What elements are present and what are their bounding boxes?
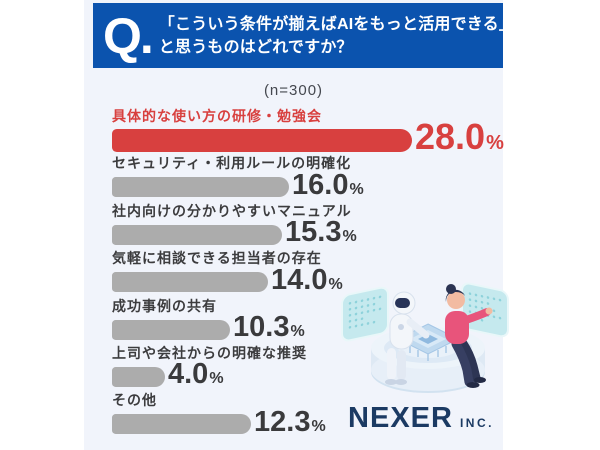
bar bbox=[112, 177, 289, 198]
brand-logo: NEXER INC. bbox=[346, 402, 496, 435]
robot-icon bbox=[385, 291, 430, 385]
bar-line: 15.3% bbox=[112, 216, 492, 249]
chart-row: その他 12.3% bbox=[112, 391, 492, 438]
chart-row: 成功事例の共有 10.3% bbox=[112, 297, 492, 344]
brand-name: NEXER bbox=[348, 402, 453, 434]
bar-line: 16.0% bbox=[112, 168, 492, 201]
bar bbox=[112, 366, 165, 387]
chart-row: セキュリティ・利用ルールの明確化 16.0% bbox=[112, 154, 492, 201]
bar-line: 28.0% bbox=[112, 119, 504, 155]
question-banner: Q. 「こういう条件が揃えばAIをもっと活用できる」 と思うものはどれですか？ bbox=[93, 3, 515, 68]
category-label: 気軽に相談できる担当者の存在 bbox=[112, 250, 322, 267]
value-label: 4.0% bbox=[168, 358, 224, 391]
q-mark: Q. bbox=[103, 7, 154, 64]
category-label: 社内向けの分かりやすいマニュアル bbox=[112, 202, 352, 219]
value-label: 14.0% bbox=[271, 263, 343, 296]
bar bbox=[112, 319, 230, 340]
bar bbox=[112, 224, 282, 245]
survey-card: Q. 「こういう条件が揃えばAIをもっと活用できる」 と思うものはどれですか？ … bbox=[84, 0, 515, 450]
category-label: セキュリティ・利用ルールの明確化 bbox=[112, 155, 352, 172]
category-label: 上司や会社からの明確な推奨 bbox=[112, 344, 307, 361]
sample-size: (n=300) bbox=[263, 82, 324, 99]
value-label: 28.0% bbox=[415, 116, 504, 157]
brand-suffix: INC. bbox=[459, 416, 494, 430]
category-label: その他 bbox=[112, 392, 157, 409]
question-line-1: 「こういう条件が揃えばAIをもっと活用できる」 bbox=[158, 15, 516, 33]
value-label: 16.0% bbox=[292, 168, 364, 201]
value-label: 10.3% bbox=[233, 311, 305, 344]
category-label: 具体的な使い方の研修・勉強会 bbox=[112, 108, 322, 124]
value-label: 12.3% bbox=[254, 405, 326, 438]
bar bbox=[112, 272, 268, 293]
ai-robot-and-person-illustration bbox=[341, 282, 509, 393]
question-line-2: と思うものはどれですか？ bbox=[158, 38, 353, 56]
chart-row: 具体的な使い方の研修・勉強会 28.0% bbox=[112, 107, 504, 155]
person-icon bbox=[445, 284, 493, 388]
bar bbox=[112, 414, 251, 435]
chart-row: 気軽に相談できる担当者の存在 14.0% bbox=[112, 249, 492, 296]
bar-line: 14.0% bbox=[112, 263, 492, 296]
category-label: 成功事例の共有 bbox=[112, 297, 217, 314]
left-screen-icon bbox=[341, 286, 389, 342]
bar bbox=[112, 128, 412, 152]
bar-line: 12.3% bbox=[112, 405, 492, 438]
value-label: 15.3% bbox=[285, 216, 357, 249]
bar-chart: 具体的な使い方の研修・勉強会 28.0% セキュリティ・利用ルールの明確化 16… bbox=[112, 107, 504, 439]
bar-line: 10.3% bbox=[112, 311, 492, 344]
question-text: 「こういう条件が揃えばAIをもっと活用できる」 と思うものはどれですか？ bbox=[159, 13, 515, 59]
bar-line: 4.0% bbox=[112, 358, 492, 391]
chart-row: 上司や会社からの明確な推奨 4.0% bbox=[112, 344, 492, 391]
chart-row: 社内向けの分かりやすいマニュアル 15.3% bbox=[112, 202, 492, 249]
